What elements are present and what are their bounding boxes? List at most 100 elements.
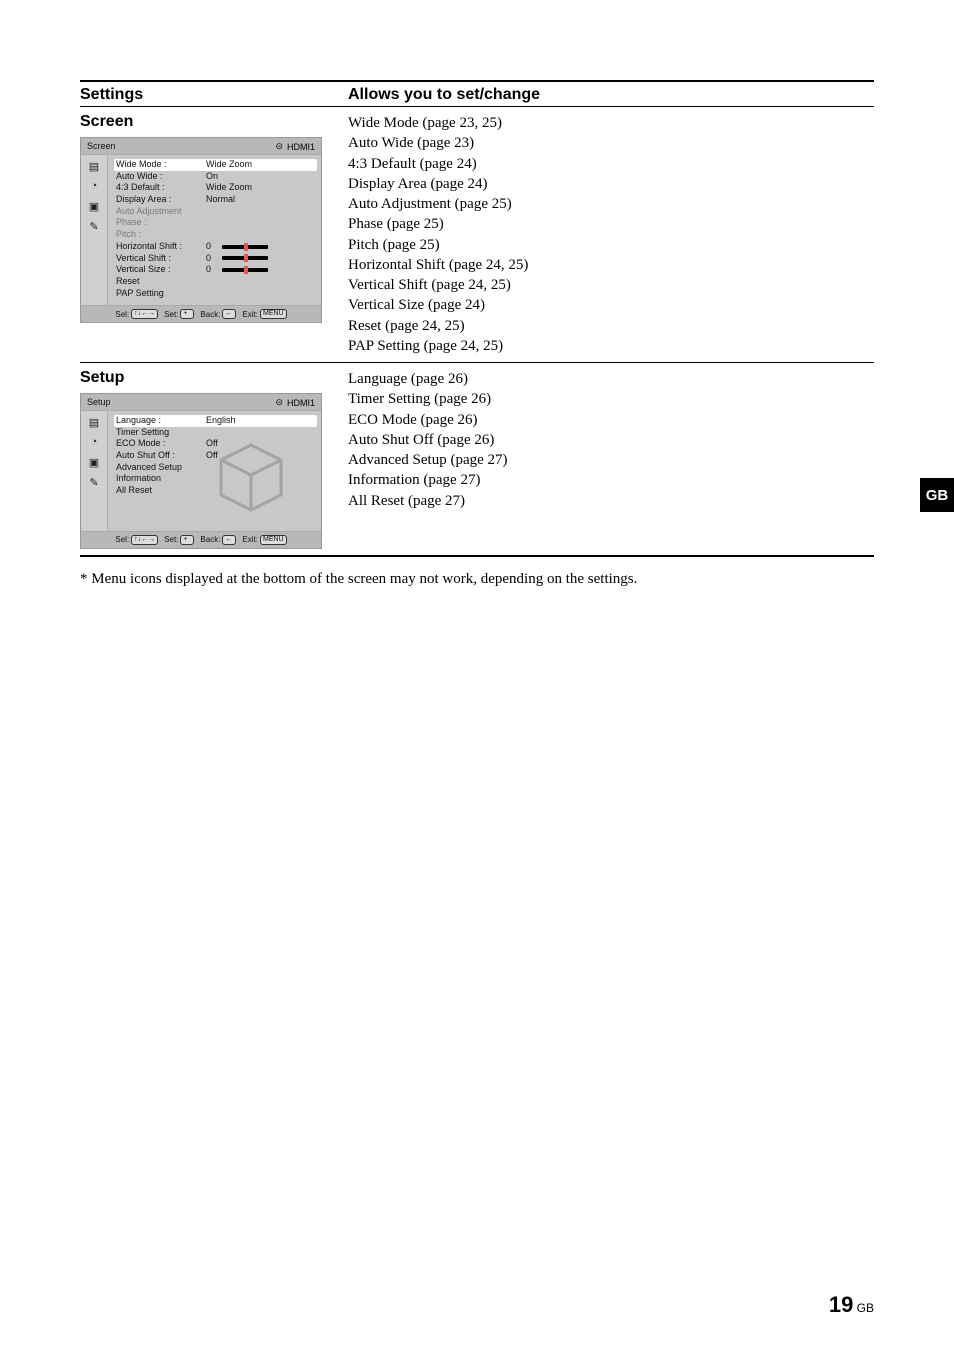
osd-row-value: Off <box>206 450 315 462</box>
osd-hint-back: Back:← <box>200 309 236 319</box>
osd-icon-rail: ▤ ◔ ▣ ✎ <box>81 411 108 531</box>
osd-row: Phase : <box>116 217 315 229</box>
osd-row-value <box>206 288 315 300</box>
osd-row-value: 0 <box>206 241 315 253</box>
list-item: 4:3 Default (page 24) <box>348 154 874 174</box>
osd-row: Information <box>116 473 315 485</box>
list-item: PAP Setting (page 24, 25) <box>348 336 874 356</box>
osd-setup: Setup ⊝ HDMI1 ▤ ◔ ▣ ✎ <box>80 393 322 549</box>
list-item: Wide Mode (page 23, 25) <box>348 113 874 133</box>
screen-icon: ▣ <box>86 455 102 469</box>
osd-row-value: Wide Zoom <box>206 159 315 171</box>
osd-screen: Screen ⊝ HDMI1 ▤ ◔ ▣ ✎ Wide Mode :Wide Z… <box>80 137 322 323</box>
osd-row: Auto Wide :On <box>116 171 315 183</box>
osd-hint-exit: Exit:MENU <box>242 309 286 319</box>
osd-row-label: 4:3 Default : <box>116 182 198 194</box>
osd-row: Language : English <box>114 415 317 427</box>
list-item: All Reset (page 27) <box>348 491 874 511</box>
list-item: Timer Setting (page 26) <box>348 389 874 409</box>
osd-top: Setup ⊝ HDMI1 <box>81 394 321 410</box>
osd-row-label: Display Area : <box>116 194 198 206</box>
osd-name: Screen <box>87 141 116 152</box>
section-screen: Screen Screen ⊝ HDMI1 ▤ ◔ ▣ ✎ <box>80 107 874 363</box>
list-item: Reset (page 24, 25) <box>348 316 874 336</box>
header-allows: Allows you to set/change <box>348 86 874 104</box>
osd-row-value: English <box>206 415 315 427</box>
list-item: Information (page 27) <box>348 470 874 490</box>
osd-row: Wide Mode :Wide Zoom <box>114 159 317 171</box>
section-title-screen: Screen <box>80 113 348 131</box>
osd-row: Pitch : <box>116 229 315 241</box>
osd-row: Reset <box>116 276 315 288</box>
osd-row-label: Auto Adjustment <box>116 206 198 218</box>
osd-row-value: Off <box>206 438 315 450</box>
side-tab-gb: GB <box>920 478 954 512</box>
list-item: Horizontal Shift (page 24, 25) <box>348 255 874 275</box>
page-number: 19 GB <box>829 1292 874 1318</box>
osd-row-value <box>206 217 315 229</box>
osd-row: Vertical Size : 0 <box>116 264 315 276</box>
page-number-value: 19 <box>829 1292 853 1317</box>
osd-row-value: 0 <box>206 253 315 265</box>
osd-row-label: Advanced Setup <box>116 462 198 474</box>
header-settings: Settings <box>80 86 348 104</box>
osd-row-value: Normal <box>206 194 315 206</box>
osd-row: Auto Adjustment <box>116 206 315 218</box>
osd-list: Wide Mode :Wide ZoomAuto Wide :On4:3 Def… <box>108 155 321 305</box>
osd-icon-rail: ▤ ◔ ▣ ✎ <box>81 155 108 305</box>
page-number-suffix: GB <box>857 1301 874 1315</box>
page: Settings Allows you to set/change Screen… <box>0 0 954 1356</box>
osd-source: ⊝ HDMI1 <box>275 141 315 152</box>
list-item: Vertical Size (page 24) <box>348 295 874 315</box>
osd-row-value <box>206 276 315 288</box>
osd-row: All Reset <box>116 485 315 497</box>
list-item: Auto Adjustment (page 25) <box>348 194 874 214</box>
osd-row: Vertical Shift :0 <box>116 253 315 265</box>
osd-body: ▤ ◔ ▣ ✎ Language : English Timer SettingEC… <box>81 410 321 532</box>
osd-row: Display Area : Normal <box>116 194 315 206</box>
osd-top: Screen ⊝ HDMI1 <box>81 138 321 154</box>
osd-row-label: Vertical Size : <box>116 264 198 276</box>
osd-body: ▤ ◔ ▣ ✎ Wide Mode :Wide ZoomAuto Wide :O… <box>81 154 321 306</box>
osd-row-label: Information <box>116 473 198 485</box>
osd-row-label: Horizontal Shift : <box>116 241 198 253</box>
osd-source-label: HDMI1 <box>287 398 315 408</box>
osd-hint-sel: Sel:↑↓←→ <box>115 535 158 545</box>
osd-footer: Sel:↑↓←→ Set:+ Back:← Exit:MENU <box>81 532 321 548</box>
setup-items: Language (page 26)Timer Setting (page 26… <box>348 369 874 549</box>
input-icon: ⊝ <box>275 141 283 152</box>
osd-row: Horizontal Shift : 0 <box>116 241 315 253</box>
osd-row-label: Timer Setting <box>116 427 198 439</box>
osd-source-label: HDMI1 <box>287 142 315 152</box>
osd-row-label: Auto Wide : <box>116 171 198 183</box>
osd-row-label: Language : <box>116 415 198 427</box>
osd-source: ⊝ HDMI1 <box>275 397 315 408</box>
osd-name: Setup <box>87 397 111 408</box>
sound-icon: ◔ <box>86 435 102 449</box>
osd-row-label: Pitch : <box>116 229 198 241</box>
osd-hint-exit: Exit:MENU <box>242 535 286 545</box>
osd-row-label: Phase : <box>116 217 198 229</box>
list-item: Vertical Shift (page 24, 25) <box>348 275 874 295</box>
table-header: Settings Allows you to set/change <box>80 86 874 107</box>
osd-row: Auto Shut Off :Off <box>116 450 315 462</box>
list-item: ECO Mode (page 26) <box>348 410 874 430</box>
osd-row-value <box>206 462 315 474</box>
osd-row-label: ECO Mode : <box>116 438 198 450</box>
osd-row: ECO Mode : Off <box>116 438 315 450</box>
osd-row: Advanced Setup <box>116 462 315 474</box>
osd-row-value <box>206 229 315 241</box>
osd-row-value: Wide Zoom <box>206 182 315 194</box>
osd-footer: Sel:↑↓←→ Set:+ Back:← Exit:MENU <box>81 306 321 322</box>
section-title-setup: Setup <box>80 369 348 387</box>
osd-row-value <box>206 427 315 439</box>
osd-hint-back: Back:← <box>200 535 236 545</box>
osd-hint-set: Set:+ <box>164 309 194 319</box>
section-setup: Setup Setup ⊝ HDMI1 ▤ ◔ ▣ ✎ <box>80 363 874 557</box>
osd-row-value: 0 <box>206 264 315 276</box>
osd-row: PAP Setting <box>116 288 315 300</box>
top-rule <box>80 80 874 82</box>
section-left-setup: Setup Setup ⊝ HDMI1 ▤ ◔ ▣ ✎ <box>80 369 348 549</box>
osd-list: Language : English Timer SettingECO Mode :… <box>108 411 321 531</box>
osd-row: Timer Setting <box>116 427 315 439</box>
